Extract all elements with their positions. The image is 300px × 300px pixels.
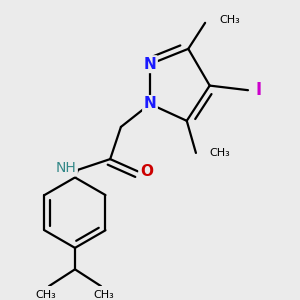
Text: CH₃: CH₃ <box>219 15 240 25</box>
Text: CH₃: CH₃ <box>210 148 230 158</box>
Text: O: O <box>140 164 153 179</box>
Text: CH₃: CH₃ <box>94 290 114 300</box>
Text: N: N <box>144 97 156 112</box>
Text: CH₃: CH₃ <box>35 290 56 300</box>
Text: NH: NH <box>56 161 76 175</box>
Text: I: I <box>256 81 262 99</box>
Text: N: N <box>144 57 156 72</box>
